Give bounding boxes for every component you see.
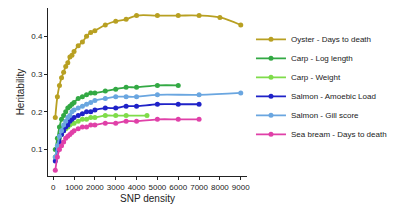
svg-text:SNP density: SNP density	[120, 193, 175, 204]
svg-text:0.1: 0.1	[31, 145, 43, 154]
svg-text:Carp - Log length: Carp - Log length	[291, 54, 353, 63]
svg-text:Heritability: Heritability	[15, 69, 26, 116]
svg-text:9000: 9000	[232, 183, 250, 192]
svg-text:0.4: 0.4	[31, 32, 43, 41]
svg-text:Carp - Weight: Carp - Weight	[291, 73, 341, 82]
svg-text:7000: 7000	[190, 183, 208, 192]
svg-text:4000: 4000	[128, 183, 146, 192]
svg-text:0.3: 0.3	[31, 70, 43, 79]
svg-text:Oyster - Days to death: Oyster - Days to death	[291, 35, 371, 44]
svg-text:Salmon - Gill score: Salmon - Gill score	[291, 111, 359, 120]
svg-text:6000: 6000	[169, 183, 187, 192]
svg-text:5000: 5000	[149, 183, 167, 192]
svg-text:Sea bream - Days to death: Sea bream - Days to death	[291, 130, 387, 139]
svg-text:0.2: 0.2	[31, 108, 43, 117]
svg-text:8000: 8000	[211, 183, 229, 192]
svg-text:2000: 2000	[86, 183, 104, 192]
svg-text:1000: 1000	[65, 183, 83, 192]
svg-text:0: 0	[51, 183, 56, 192]
svg-text:3000: 3000	[107, 183, 125, 192]
svg-text:Salmon - Amoebic Load: Salmon - Amoebic Load	[291, 92, 376, 101]
